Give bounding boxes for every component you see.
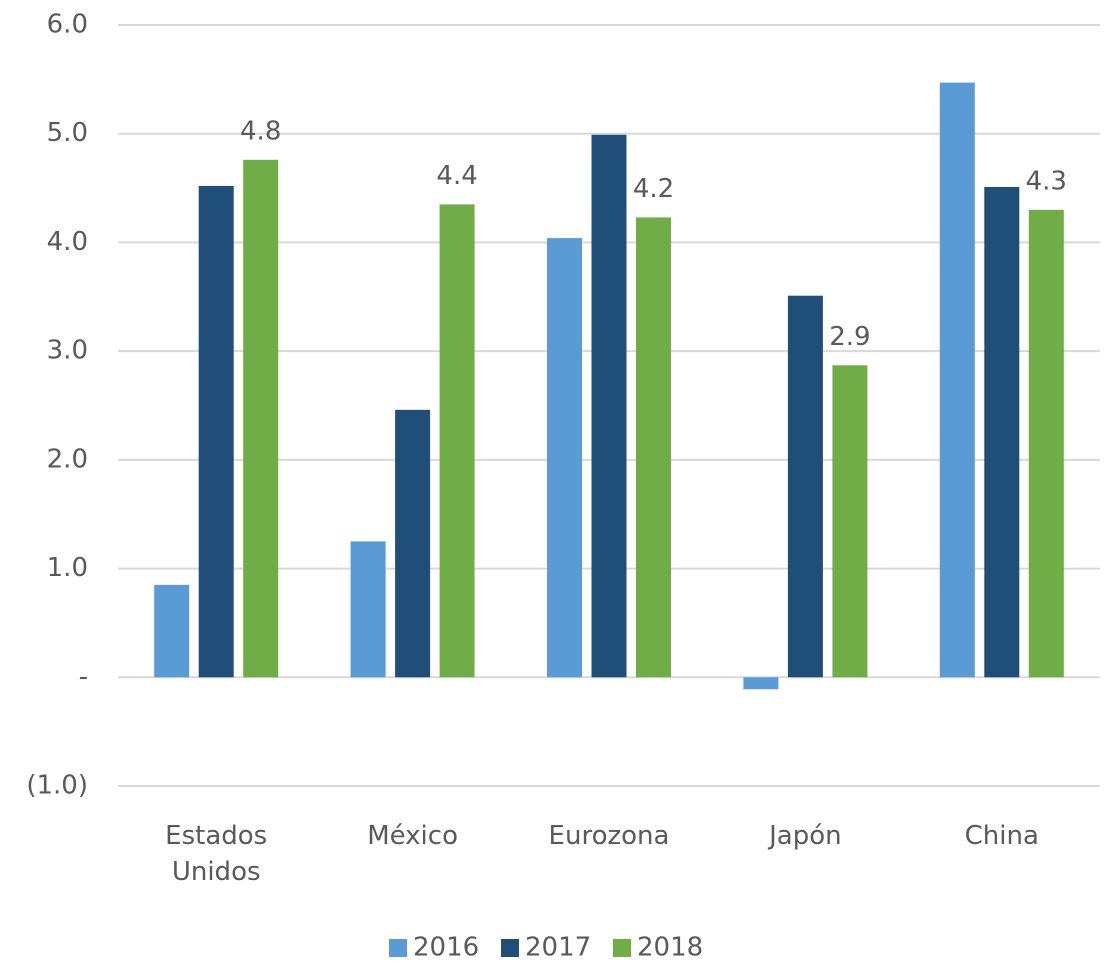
- x-tick-label: China: [964, 821, 1039, 851]
- y-tick-label: -: [79, 662, 88, 692]
- bar: [1028, 209, 1064, 678]
- bar: [591, 134, 627, 678]
- y-tick-label: (1.0): [26, 771, 88, 801]
- x-tick-label: Eurozona: [548, 821, 670, 851]
- y-tick-label: 6.0: [47, 10, 88, 40]
- data-label: 4.2: [633, 174, 674, 204]
- bar: [395, 409, 431, 678]
- data-label: 4.4: [436, 161, 477, 191]
- legend-label: 2017: [525, 933, 591, 963]
- y-tick-label: 4.0: [47, 227, 88, 257]
- legend-swatch: [501, 939, 519, 957]
- x-tick-label: Estados Unidos: [165, 821, 268, 887]
- bar: [939, 82, 975, 678]
- y-tick-label: 5.0: [47, 118, 88, 148]
- bar: [743, 677, 779, 690]
- legend-label: 2016: [413, 933, 479, 963]
- bar: [832, 365, 868, 678]
- bar: [350, 541, 386, 678]
- x-tick-label: México: [367, 821, 458, 851]
- data-label: 4.8: [240, 116, 281, 146]
- bar: [636, 217, 671, 678]
- legend-swatch: [389, 939, 407, 957]
- bar: [787, 295, 823, 678]
- bar: [243, 159, 279, 678]
- legend-swatch: [613, 939, 631, 957]
- y-tick-label: 1.0: [47, 553, 88, 583]
- y-tick-label: 2.0: [47, 444, 88, 474]
- bar: [547, 238, 582, 678]
- y-tick-label: 3.0: [47, 336, 88, 366]
- bar: [154, 584, 190, 678]
- bar: [984, 186, 1020, 678]
- bar: [439, 204, 475, 678]
- bar: [198, 185, 234, 678]
- legend-label: 2018: [637, 933, 703, 963]
- data-label: 2.9: [829, 322, 870, 352]
- x-tick-label: Japón: [769, 821, 842, 851]
- data-label: 4.3: [1026, 166, 1067, 196]
